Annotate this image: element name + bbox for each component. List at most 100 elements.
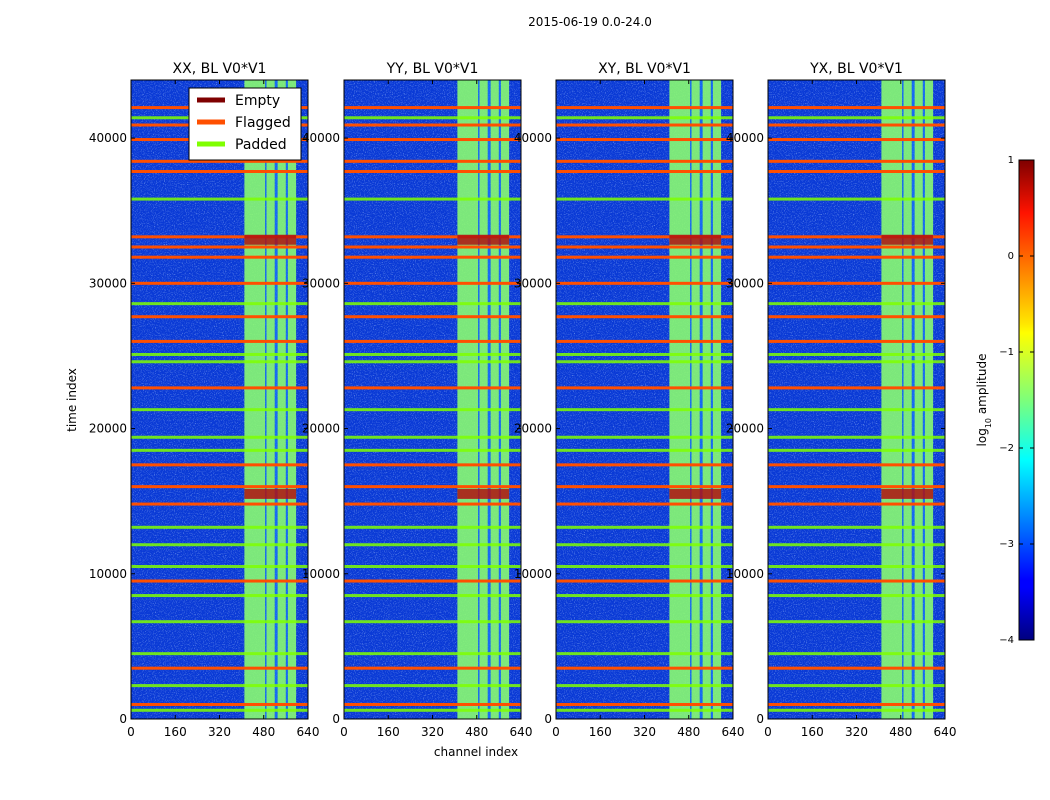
y-tick-label: 40000 (302, 131, 340, 145)
empty-row (457, 234, 510, 245)
panel-title: YX, BL V0*V1 (809, 61, 903, 77)
x-tick-label: 160 (589, 725, 612, 739)
flagged-row (344, 255, 521, 259)
padded-row (768, 302, 945, 306)
flagged-row (344, 138, 521, 142)
padded-row (131, 197, 308, 201)
flagged-row (131, 245, 308, 249)
flagged-row (344, 339, 521, 343)
padded-row (131, 594, 308, 598)
padded-row (768, 684, 945, 688)
padded-row (768, 652, 945, 656)
padded-row (556, 594, 733, 598)
y-tick-label: 10000 (514, 567, 552, 581)
flagged-row (768, 702, 945, 706)
channel-gap (690, 80, 692, 719)
bright-channel-band (479, 80, 488, 719)
padded-row (556, 684, 733, 688)
flagged-row (131, 255, 308, 259)
padded-row (768, 408, 945, 412)
padded-row (768, 352, 945, 356)
padded-row (344, 652, 521, 656)
padded-row (344, 708, 521, 712)
padded-row (131, 448, 308, 452)
channel-gap (265, 80, 267, 719)
flagged-row (344, 702, 521, 706)
y-tick-label: 30000 (89, 276, 127, 290)
flagged-row (768, 485, 945, 489)
y-tick-label: 10000 (302, 567, 340, 581)
bright-channel-band (277, 80, 286, 719)
flagged-row (131, 235, 308, 239)
panel-title: YY, BL V0*V1 (386, 61, 479, 77)
padded-row (344, 525, 521, 529)
flagged-row (131, 159, 308, 163)
flagged-row (768, 169, 945, 173)
padded-row (556, 435, 733, 439)
bright-channel-band (712, 80, 722, 719)
flagged-row (768, 235, 945, 239)
legend-label: Flagged (235, 115, 291, 131)
x-tick-label: 0 (552, 725, 560, 739)
padded-row (556, 525, 733, 529)
panel-title: XX, BL V0*V1 (173, 61, 267, 77)
channel-gap (710, 80, 713, 719)
y-tick-label: 20000 (89, 422, 127, 436)
flagged-row (344, 169, 521, 173)
empty-row (457, 488, 510, 499)
colorbar-tick-label: −1 (999, 347, 1014, 358)
padded-row (556, 352, 733, 356)
padded-row (768, 594, 945, 598)
panel-3: XY, BL V0*V1 0 160 320 480 640 0 10000 20000 3000… (514, 61, 745, 739)
legend-label: Padded (235, 137, 287, 153)
y-tick-label: 0 (332, 712, 340, 726)
padded-row (768, 197, 945, 201)
empty-row (881, 488, 934, 499)
padded-row (768, 620, 945, 624)
flagged-row (768, 579, 945, 583)
figure-suptitle: 2015-06-19 0.0-24.0 (528, 15, 652, 29)
flagged-row (556, 666, 733, 670)
y-tick-label: 20000 (514, 422, 552, 436)
padded-row (131, 620, 308, 624)
colorbar-gradient (1018, 159, 1035, 641)
padded-row (556, 620, 733, 624)
bright-channel-band (924, 80, 934, 719)
padded-row (131, 684, 308, 688)
bright-channel-band (500, 80, 510, 719)
panel-2: YY, BL V0*V1 0 160 320 480 640 0 10000 20000 3000… (302, 61, 533, 739)
flagged-row (344, 502, 521, 506)
flagged-row (768, 255, 945, 259)
padded-row (131, 708, 308, 712)
x-tick-label: 640 (510, 725, 533, 739)
padded-row (131, 525, 308, 529)
bright-channel-band (903, 80, 912, 719)
padded-row (344, 435, 521, 439)
padded-row (344, 408, 521, 412)
empty-row (244, 234, 297, 245)
panel-1: XX, BL V0*V1 0 160 320 480 640 0 10000 20000 3000… (89, 61, 320, 739)
empty-row (244, 488, 297, 499)
colorbar-tick-label: −3 (999, 539, 1014, 550)
flagged-row (556, 702, 733, 706)
x-tick-label: 160 (377, 725, 400, 739)
y-tick-label: 30000 (514, 276, 552, 290)
padded-row (768, 565, 945, 569)
flagged-row (768, 159, 945, 163)
flagged-row (556, 315, 733, 319)
x-tick-label: 320 (633, 725, 656, 739)
padded-row (556, 116, 733, 120)
colorbar: 1 0 −1 −2 −3 −4 log10 amplitude (975, 155, 1035, 646)
padded-row (344, 352, 521, 356)
colorbar-tick-label: 1 (1008, 155, 1014, 166)
flagged-row (344, 579, 521, 583)
flagged-row (131, 315, 308, 319)
padded-row (768, 116, 945, 120)
flagged-row (768, 463, 945, 467)
padded-row (344, 302, 521, 306)
padded-row (344, 360, 521, 364)
bright-channel-band (702, 80, 711, 719)
legend-label: Empty (235, 93, 280, 109)
flagged-row (556, 138, 733, 142)
colorbar-tick-label: 0 (1008, 251, 1014, 262)
